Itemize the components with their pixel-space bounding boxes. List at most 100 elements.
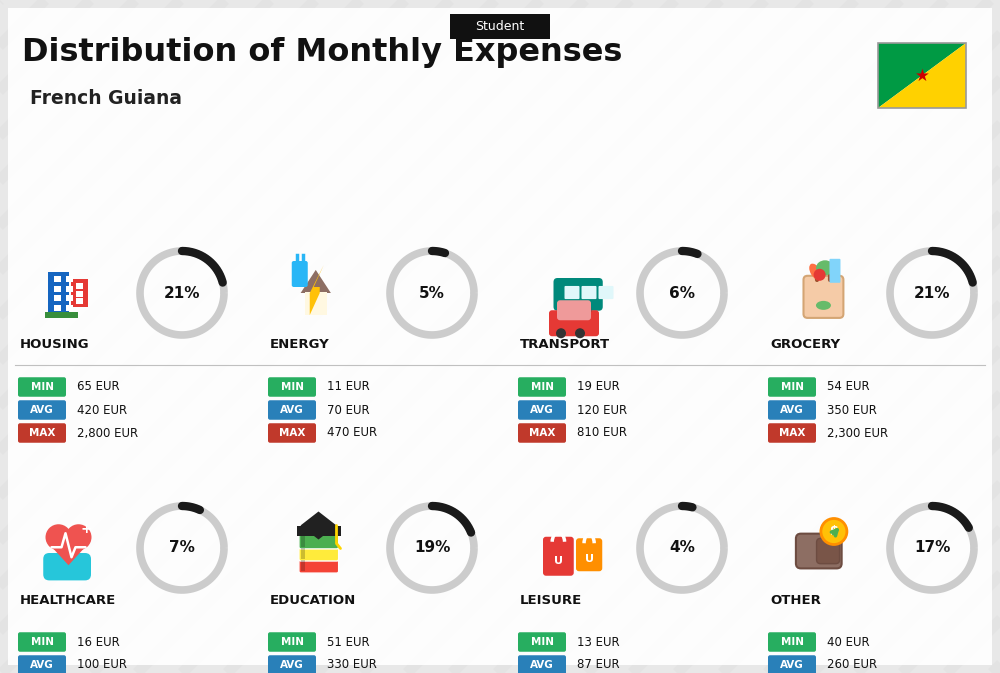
Polygon shape xyxy=(300,511,336,540)
Text: 260 EUR: 260 EUR xyxy=(827,658,877,672)
Text: 70 EUR: 70 EUR xyxy=(327,404,370,417)
FancyBboxPatch shape xyxy=(768,632,816,651)
FancyBboxPatch shape xyxy=(817,538,840,564)
Text: ★: ★ xyxy=(915,67,929,85)
FancyBboxPatch shape xyxy=(804,276,843,318)
FancyBboxPatch shape xyxy=(66,305,73,311)
Text: $: $ xyxy=(830,525,838,538)
FancyBboxPatch shape xyxy=(48,273,68,314)
FancyBboxPatch shape xyxy=(76,291,83,297)
Text: 11 EUR: 11 EUR xyxy=(327,380,370,394)
Circle shape xyxy=(821,518,847,544)
Text: 100 EUR: 100 EUR xyxy=(77,658,127,672)
Text: MIN: MIN xyxy=(281,637,304,647)
Text: HEALTHCARE: HEALTHCARE xyxy=(20,594,116,606)
Text: Student: Student xyxy=(475,20,525,32)
FancyBboxPatch shape xyxy=(18,400,66,420)
Text: U: U xyxy=(554,556,563,566)
FancyBboxPatch shape xyxy=(299,534,339,549)
FancyBboxPatch shape xyxy=(268,378,316,397)
FancyBboxPatch shape xyxy=(268,632,316,651)
FancyBboxPatch shape xyxy=(582,286,597,299)
Ellipse shape xyxy=(809,264,822,280)
Text: HOUSING: HOUSING xyxy=(20,339,90,351)
Text: AVG: AVG xyxy=(780,660,804,670)
Text: ENERGY: ENERGY xyxy=(270,339,330,351)
FancyBboxPatch shape xyxy=(299,558,339,573)
FancyBboxPatch shape xyxy=(518,656,566,673)
Text: MIN: MIN xyxy=(780,637,804,647)
FancyBboxPatch shape xyxy=(66,276,73,282)
Text: 21%: 21% xyxy=(164,285,200,301)
FancyBboxPatch shape xyxy=(54,305,61,311)
FancyBboxPatch shape xyxy=(299,546,339,561)
FancyBboxPatch shape xyxy=(54,276,61,282)
Text: 420 EUR: 420 EUR xyxy=(77,404,127,417)
Text: 19 EUR: 19 EUR xyxy=(577,380,620,394)
FancyBboxPatch shape xyxy=(18,632,66,651)
Text: 5%: 5% xyxy=(419,285,445,301)
Text: AVG: AVG xyxy=(280,660,304,670)
Text: 470 EUR: 470 EUR xyxy=(327,427,377,439)
Text: 17%: 17% xyxy=(914,540,950,555)
Text: 65 EUR: 65 EUR xyxy=(77,380,120,394)
Text: MAX: MAX xyxy=(529,428,555,438)
Text: 2,800 EUR: 2,800 EUR xyxy=(77,427,138,439)
Text: 330 EUR: 330 EUR xyxy=(327,658,377,672)
Text: AVG: AVG xyxy=(280,405,304,415)
FancyBboxPatch shape xyxy=(43,553,91,580)
Text: 19%: 19% xyxy=(414,540,450,555)
Circle shape xyxy=(556,328,566,339)
Polygon shape xyxy=(878,43,966,108)
FancyBboxPatch shape xyxy=(450,13,550,38)
FancyBboxPatch shape xyxy=(549,310,599,336)
Polygon shape xyxy=(301,270,331,293)
Text: 40 EUR: 40 EUR xyxy=(827,635,870,649)
FancyBboxPatch shape xyxy=(768,400,816,420)
Ellipse shape xyxy=(814,269,826,281)
Text: 21%: 21% xyxy=(914,285,950,301)
FancyBboxPatch shape xyxy=(564,286,580,299)
Text: U: U xyxy=(585,554,594,564)
FancyBboxPatch shape xyxy=(268,400,316,420)
Text: 54 EUR: 54 EUR xyxy=(827,380,870,394)
Text: AVG: AVG xyxy=(530,660,554,670)
FancyBboxPatch shape xyxy=(796,534,842,569)
FancyBboxPatch shape xyxy=(66,295,73,302)
Polygon shape xyxy=(46,541,90,565)
Text: OTHER: OTHER xyxy=(770,594,821,606)
FancyBboxPatch shape xyxy=(518,378,566,397)
FancyBboxPatch shape xyxy=(76,283,83,289)
Text: AVG: AVG xyxy=(780,405,804,415)
Text: +: + xyxy=(81,522,92,536)
Polygon shape xyxy=(310,265,324,315)
Text: 120 EUR: 120 EUR xyxy=(577,404,627,417)
FancyBboxPatch shape xyxy=(598,286,614,299)
FancyBboxPatch shape xyxy=(829,259,840,283)
Circle shape xyxy=(65,524,91,551)
Text: MIN: MIN xyxy=(31,637,54,647)
FancyBboxPatch shape xyxy=(268,423,316,443)
FancyBboxPatch shape xyxy=(305,292,327,315)
Text: MAX: MAX xyxy=(779,428,805,438)
FancyBboxPatch shape xyxy=(76,298,83,304)
Text: 51 EUR: 51 EUR xyxy=(327,635,370,649)
FancyBboxPatch shape xyxy=(301,560,305,571)
FancyBboxPatch shape xyxy=(54,295,61,302)
Text: 7%: 7% xyxy=(169,540,195,555)
Circle shape xyxy=(577,303,591,317)
Text: MIN: MIN xyxy=(31,382,54,392)
Text: 2,300 EUR: 2,300 EUR xyxy=(827,427,888,439)
FancyBboxPatch shape xyxy=(301,536,305,547)
FancyBboxPatch shape xyxy=(71,279,88,307)
Text: 13 EUR: 13 EUR xyxy=(577,635,620,649)
Text: LEISURE: LEISURE xyxy=(520,594,582,606)
FancyBboxPatch shape xyxy=(554,278,603,311)
FancyBboxPatch shape xyxy=(768,423,816,443)
FancyBboxPatch shape xyxy=(18,656,66,673)
FancyBboxPatch shape xyxy=(301,548,305,559)
Text: 16 EUR: 16 EUR xyxy=(77,635,120,649)
Text: MIN: MIN xyxy=(281,382,304,392)
FancyBboxPatch shape xyxy=(268,656,316,673)
FancyBboxPatch shape xyxy=(768,378,816,397)
